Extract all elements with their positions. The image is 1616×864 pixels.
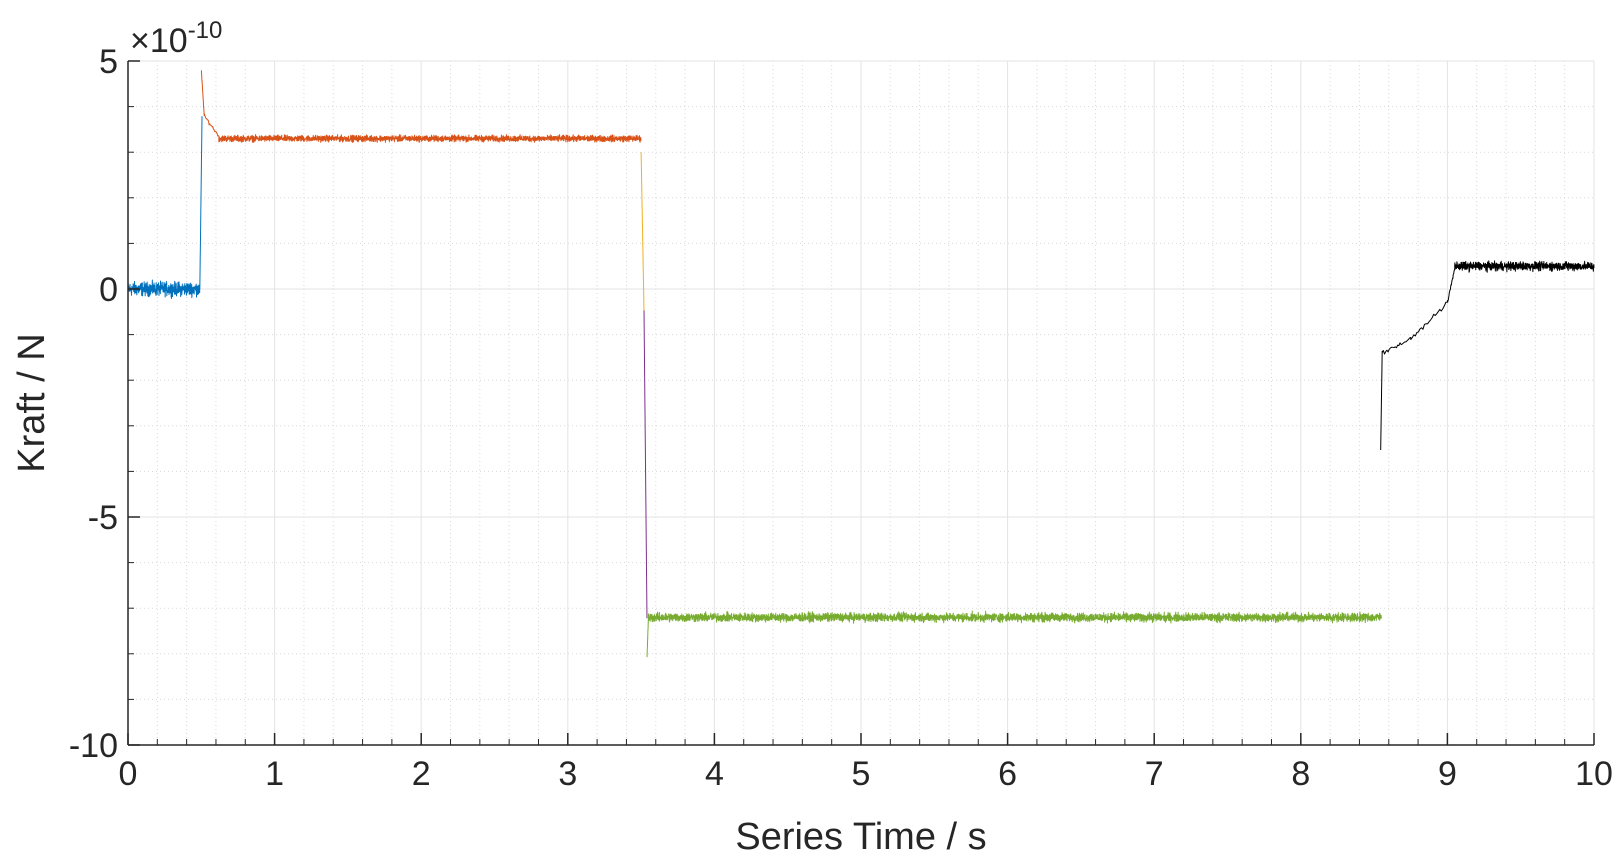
- series-line: [200, 70, 642, 143]
- series-line: [127, 116, 203, 300]
- y-tick-label: -5: [88, 499, 118, 537]
- x-axis-label: Series Time / s: [735, 816, 986, 858]
- series-line: [640, 152, 645, 313]
- series-line: [1380, 260, 1595, 450]
- x-tick-label: 10: [1575, 755, 1613, 793]
- y-tick-labels: -10 -5 0 5: [69, 43, 118, 765]
- x-tick-label: 6: [998, 755, 1017, 793]
- y-tick-label: -10: [69, 727, 118, 765]
- x-tick-label: 3: [558, 755, 577, 793]
- x-tick-labels: 0 1 2 3 4 5 6 7 8 9 10: [119, 755, 1613, 793]
- y-exponent-power: -10: [188, 17, 223, 44]
- series-line: [643, 310, 648, 619]
- y-tick-label: 0: [99, 271, 118, 309]
- x-tick-label: 8: [1291, 755, 1310, 793]
- y-axis-label: Kraft / N: [11, 333, 53, 472]
- x-tick-label: 7: [1145, 755, 1164, 793]
- x-tick-label: 0: [119, 755, 138, 793]
- series-layer: [127, 70, 1595, 658]
- x-tick-label: 5: [852, 755, 871, 793]
- axes: [127, 60, 1595, 746]
- x-tick-label: 2: [412, 755, 431, 793]
- y-tick-label: 5: [99, 43, 118, 81]
- y-exponent-label: ×10-10: [130, 17, 222, 60]
- y-exponent-base: ×10: [130, 22, 188, 60]
- series-line: [646, 610, 1382, 658]
- x-tick-label: 4: [705, 755, 724, 793]
- x-tick-label: 9: [1438, 755, 1457, 793]
- x-tick-label: 1: [265, 755, 284, 793]
